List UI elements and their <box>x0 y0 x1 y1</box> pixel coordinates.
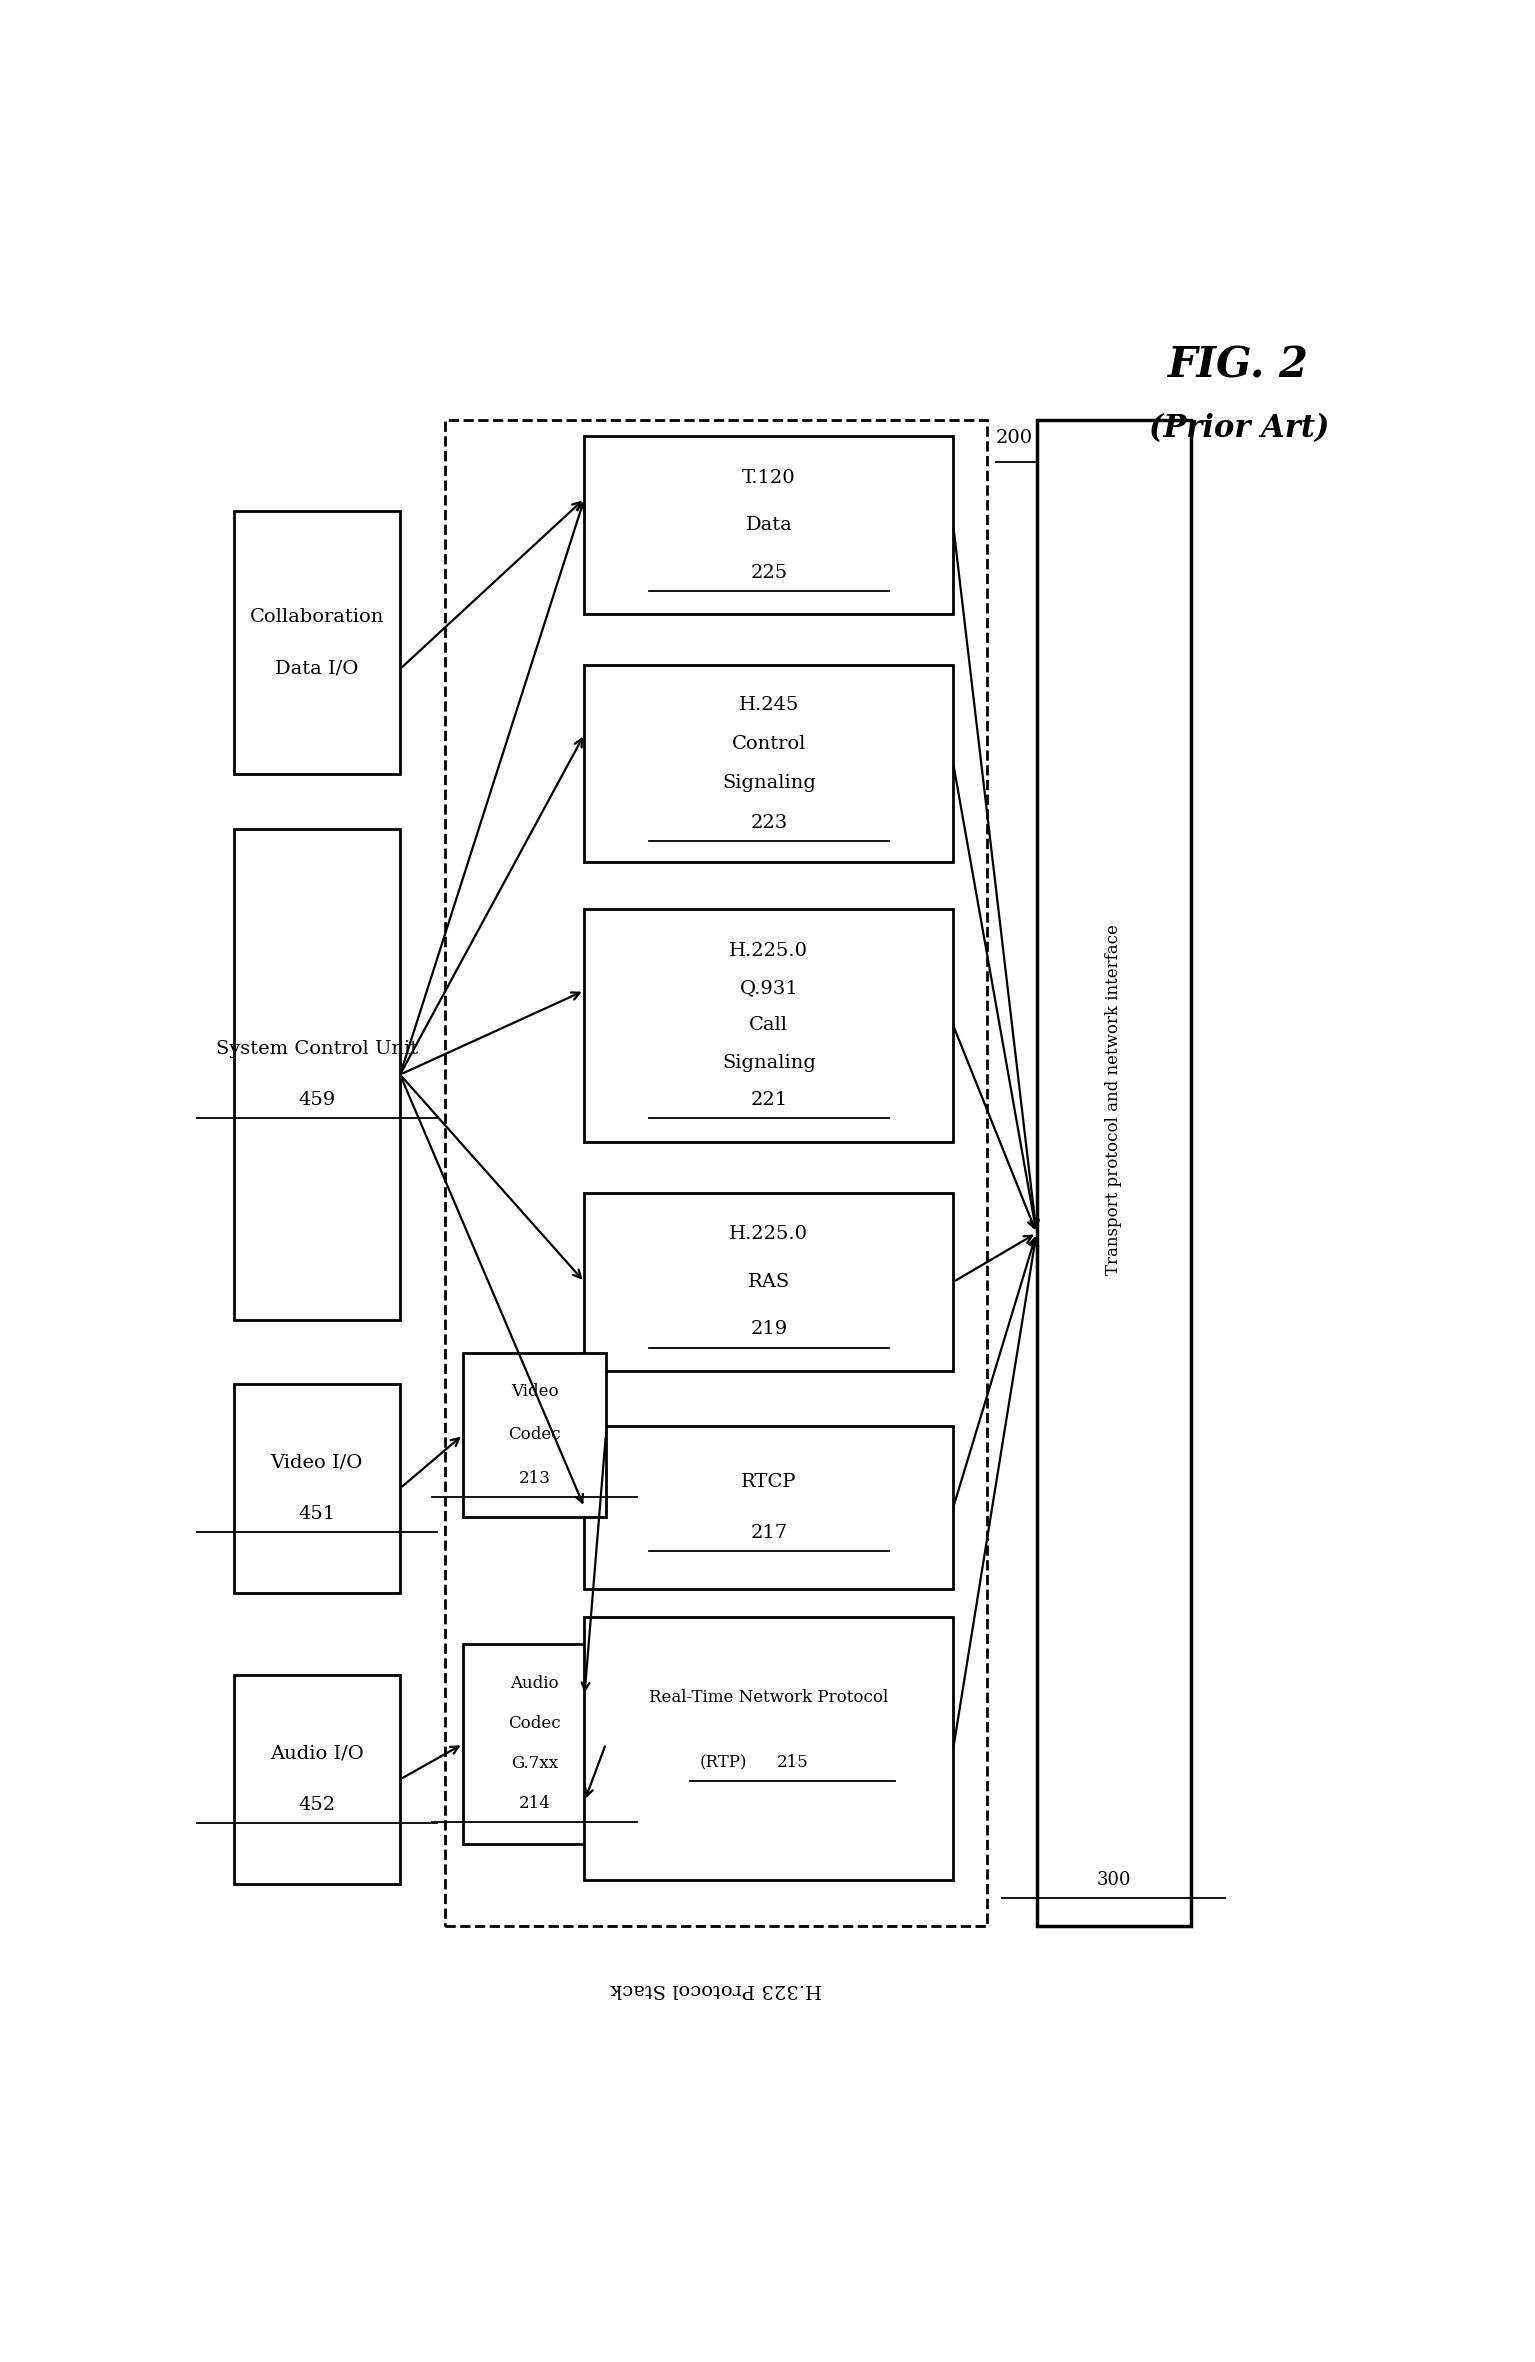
Text: 300: 300 <box>1096 1871 1131 1890</box>
Text: Video I/O: Video I/O <box>270 1455 362 1472</box>
FancyBboxPatch shape <box>233 510 401 775</box>
FancyBboxPatch shape <box>585 1616 953 1880</box>
Text: 200: 200 <box>996 430 1033 446</box>
FancyBboxPatch shape <box>464 1644 606 1845</box>
Text: T.120: T.120 <box>741 468 795 487</box>
Text: H.245: H.245 <box>738 697 800 713</box>
FancyBboxPatch shape <box>585 1193 953 1370</box>
Text: Signaling: Signaling <box>721 775 815 791</box>
Text: Real-Time Network Protocol: Real-Time Network Protocol <box>649 1689 889 1705</box>
Text: H.225.0: H.225.0 <box>729 1226 809 1242</box>
Text: Audio: Audio <box>510 1675 559 1691</box>
Text: Signaling: Signaling <box>721 1053 815 1072</box>
Text: Video: Video <box>511 1382 559 1401</box>
Text: 217: 217 <box>751 1523 787 1542</box>
Text: Control: Control <box>732 735 806 753</box>
FancyBboxPatch shape <box>1036 420 1191 1925</box>
Text: 223: 223 <box>751 813 787 831</box>
Text: 219: 219 <box>751 1320 787 1339</box>
Text: G.7xx: G.7xx <box>511 1755 559 1772</box>
FancyBboxPatch shape <box>464 1353 606 1516</box>
Text: Q.931: Q.931 <box>740 980 798 997</box>
Text: Data: Data <box>746 517 792 534</box>
Text: Audio I/O: Audio I/O <box>270 1746 364 1762</box>
FancyBboxPatch shape <box>233 1675 401 1885</box>
Text: 214: 214 <box>519 1795 551 1812</box>
Text: 459: 459 <box>298 1091 336 1110</box>
Text: 225: 225 <box>751 565 787 581</box>
FancyBboxPatch shape <box>585 909 953 1141</box>
FancyBboxPatch shape <box>585 666 953 862</box>
Text: FIG. 2: FIG. 2 <box>1168 345 1309 387</box>
FancyBboxPatch shape <box>445 420 987 1925</box>
Text: (Prior Art): (Prior Art) <box>1148 413 1329 444</box>
Text: 452: 452 <box>298 1795 335 1814</box>
Text: RAS: RAS <box>748 1273 791 1292</box>
Text: 215: 215 <box>777 1755 809 1772</box>
Text: Data I/O: Data I/O <box>275 659 359 678</box>
Text: 451: 451 <box>298 1505 335 1523</box>
FancyBboxPatch shape <box>233 1384 401 1592</box>
Text: H.323 Protocol Stack: H.323 Protocol Stack <box>609 1979 821 1998</box>
FancyBboxPatch shape <box>585 437 953 614</box>
Text: RTCP: RTCP <box>741 1474 797 1490</box>
Text: 221: 221 <box>751 1091 787 1110</box>
Text: Call: Call <box>749 1016 789 1035</box>
Text: (RTP): (RTP) <box>700 1755 748 1772</box>
Text: Collaboration: Collaboration <box>250 607 384 626</box>
Text: System Control Unit: System Control Unit <box>216 1039 418 1058</box>
Text: Codec: Codec <box>508 1715 560 1731</box>
FancyBboxPatch shape <box>585 1427 953 1590</box>
Text: 213: 213 <box>519 1469 551 1486</box>
Text: Transport protocol and network interface: Transport protocol and network interface <box>1105 924 1122 1275</box>
Text: H.225.0: H.225.0 <box>729 942 809 959</box>
FancyBboxPatch shape <box>233 829 401 1320</box>
Text: Codec: Codec <box>508 1427 560 1443</box>
